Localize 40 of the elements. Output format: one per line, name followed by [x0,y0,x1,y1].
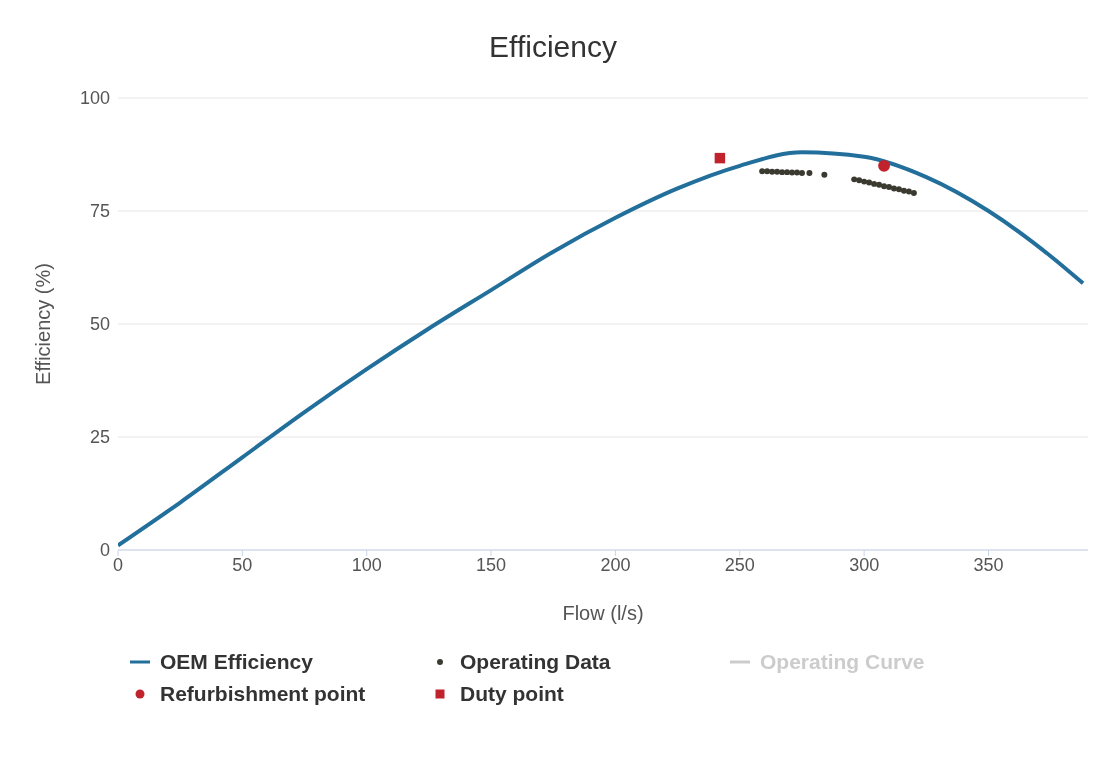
y-tick-label: 0 [99,540,110,561]
legend-label: Refurbishment point [160,682,366,706]
point [886,184,893,191]
point [900,187,907,194]
point [851,176,858,183]
x-tick-label: 350 [973,554,1004,575]
point [764,168,771,175]
point [876,181,883,188]
y-axis-title: Efficiency (%) [32,263,55,385]
point [714,152,726,164]
point [895,186,902,193]
y-tick-label: 100 [79,88,110,109]
legend-label: OEM Efficiency [160,650,313,674]
point [881,183,888,190]
y-tick-label: 25 [89,427,110,448]
x-tick-label: 0 [112,554,124,575]
x-tick-label: 250 [724,554,755,575]
x-tick-label: 200 [600,554,631,575]
x-tick-label: 300 [849,554,880,575]
point [910,189,917,196]
legend-label: Duty point [460,682,564,706]
x-tick-label: 100 [351,554,382,575]
point [856,177,863,184]
x-tick-label: 150 [476,554,507,575]
point [871,180,878,187]
point [759,168,766,175]
point [769,168,776,175]
y-tick-label: 75 [89,201,110,222]
point [798,170,805,177]
x-axis-title: Flow (l/s) [562,602,644,624]
chart-title: Efficiency [488,29,618,65]
point [821,171,828,178]
x-tick-label: 50 [232,554,253,575]
point [806,170,813,177]
legend-label: Operating Data [460,650,611,674]
point [779,169,786,176]
y-tick-label: 50 [89,314,110,335]
point [861,178,868,185]
point [784,169,791,176]
point [878,159,890,172]
